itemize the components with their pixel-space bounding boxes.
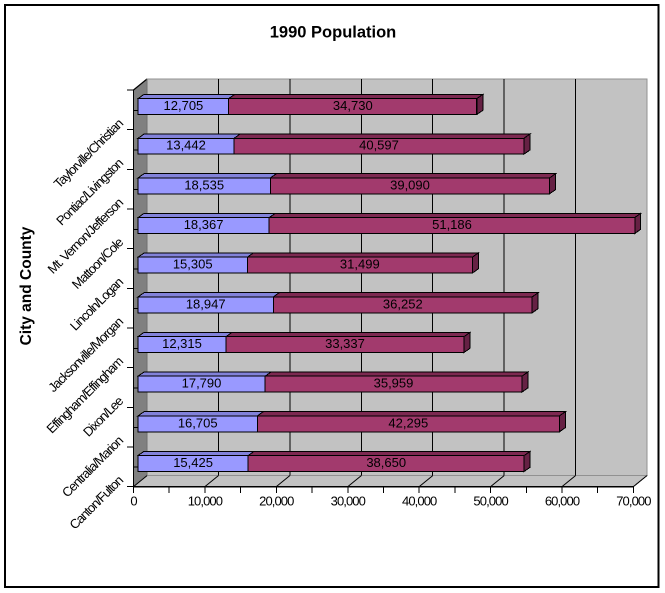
svg-text:18,535: 18,535 <box>184 177 224 192</box>
svg-text:20,000: 20,000 <box>259 494 294 509</box>
svg-text:40,597: 40,597 <box>359 138 399 153</box>
svg-text:18,367: 18,367 <box>184 217 224 232</box>
svg-text:City and County: City and County <box>18 226 35 345</box>
svg-text:13,442: 13,442 <box>166 138 206 153</box>
svg-text:15,425: 15,425 <box>173 455 213 470</box>
svg-text:39,090: 39,090 <box>390 177 430 192</box>
svg-text:70,000: 70,000 <box>616 494 651 509</box>
svg-text:15,305: 15,305 <box>173 257 213 272</box>
svg-text:38,650: 38,650 <box>366 455 406 470</box>
svg-text:31,499: 31,499 <box>340 257 380 272</box>
svg-text:10,000: 10,000 <box>188 494 223 509</box>
svg-text:36,252: 36,252 <box>383 296 423 311</box>
svg-text:40,000: 40,000 <box>402 494 437 509</box>
svg-text:16,705: 16,705 <box>178 415 218 430</box>
svg-text:12,315: 12,315 <box>162 336 202 351</box>
svg-text:51,186: 51,186 <box>432 217 472 232</box>
svg-text:1990 Population: 1990 Population <box>270 24 397 42</box>
svg-text:34,730: 34,730 <box>333 98 373 113</box>
svg-text:12,705: 12,705 <box>164 98 204 113</box>
svg-text:50,000: 50,000 <box>473 494 508 509</box>
svg-text:18,947: 18,947 <box>186 296 226 311</box>
svg-text:30,000: 30,000 <box>331 494 366 509</box>
svg-text:35,959: 35,959 <box>374 376 414 391</box>
svg-text:60,000: 60,000 <box>545 494 580 509</box>
svg-text:33,337: 33,337 <box>325 336 365 351</box>
svg-text:0: 0 <box>130 494 137 509</box>
svg-text:17,790: 17,790 <box>182 376 222 391</box>
svg-text:42,295: 42,295 <box>388 415 428 430</box>
